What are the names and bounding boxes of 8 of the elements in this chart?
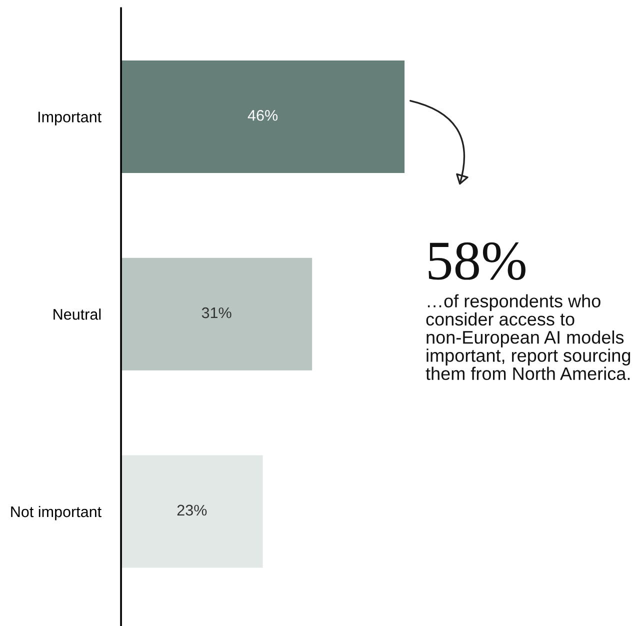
y-tick-label: Neutral [54, 308, 101, 320]
data-label: 46% [248, 110, 278, 121]
text: …of respondents who consider access to non-European AI models important, report sourcing them from North America. [426, 294, 630, 380]
y-tick-label: Important [38, 112, 102, 126]
data-label: 23% [177, 504, 207, 516]
text: 58% [428, 242, 526, 280]
data-label: 31% [202, 307, 232, 318]
y-tick-label: Not important [11, 506, 102, 520]
